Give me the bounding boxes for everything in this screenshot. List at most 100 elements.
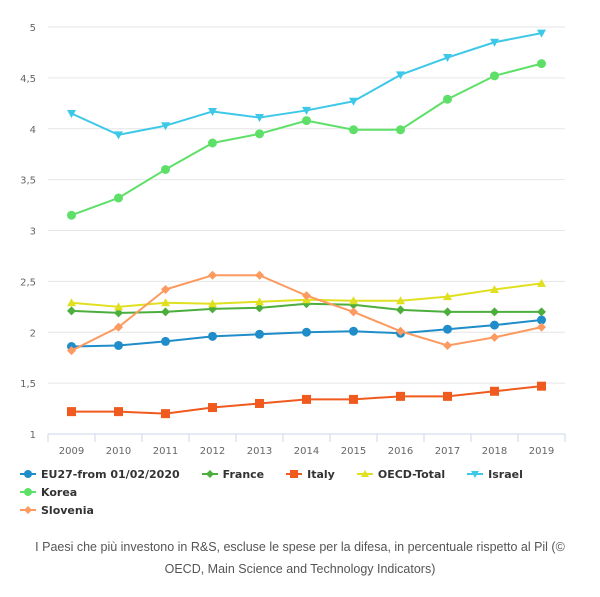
data-point-israel — [255, 114, 264, 123]
legend-label: Italy — [307, 467, 335, 481]
data-point-slovenia — [396, 326, 405, 336]
legend-marker — [290, 470, 299, 478]
y-tick-label: 5 — [30, 23, 36, 34]
data-point-slovenia — [255, 270, 264, 280]
series-korea — [67, 59, 546, 220]
legend-marker — [24, 470, 32, 478]
legend-item-israel[interactable]: Israel — [467, 465, 523, 483]
legend-item-oecd-total[interactable]: OECD-Total — [356, 465, 446, 483]
data-point-slovenia — [114, 322, 123, 332]
x-tick-label: 2015 — [341, 446, 366, 457]
legend-label: OECD-Total — [377, 467, 446, 481]
x-axis: 2009 2010 2011 2012 2013 2014 2015 2016 2017 2018… — [47, 433, 566, 457]
legend-marker — [24, 488, 32, 496]
legend-symbol-france — [201, 470, 218, 478]
data-point-slovenia — [302, 291, 311, 301]
y-tick-label: 1 — [30, 430, 36, 441]
legend-symbol-korea — [20, 488, 36, 496]
data-point-korea — [349, 125, 358, 135]
data-point-italy — [443, 391, 452, 401]
data-point-italy — [490, 386, 499, 396]
data-point-israel — [161, 122, 170, 131]
x-tick-label: 2013 — [247, 446, 272, 457]
x-tick-label: 2010 — [106, 446, 131, 457]
legend-symbol-italy — [286, 470, 303, 478]
data-point-france — [490, 307, 499, 317]
series-line-korea — [71, 62, 542, 217]
data-point-israel — [537, 29, 546, 38]
legend-item-france[interactable]: France — [201, 465, 265, 483]
data-point-oecd-total — [537, 278, 546, 287]
data-point-france — [443, 307, 452, 317]
data-point-slovenia — [208, 270, 217, 280]
legend-item-italy[interactable]: Italy — [286, 465, 335, 483]
data-point-oecd-total — [396, 296, 405, 305]
series-eu27-from-01-02-2020 — [67, 315, 546, 351]
y-tick-label: 4,5 — [20, 74, 36, 85]
legend-marker — [360, 470, 369, 477]
data-point-eu27-from-01-02-2020 — [114, 340, 123, 350]
data-point-eu27-from-01-02-2020 — [349, 326, 358, 336]
legend-symbol-israel — [467, 471, 484, 478]
line-chart: 11,522,533,544,55 2009 2010 2011 2012 2013 20… — [20, 23, 566, 457]
data-point-korea — [114, 193, 123, 203]
data-point-france — [537, 307, 546, 317]
data-point-korea — [443, 94, 452, 104]
data-point-france — [396, 305, 405, 315]
caption-line-2: OECD, Main Science and Technology Indica… — [164, 562, 436, 576]
data-point-italy — [396, 391, 405, 401]
data-point-israel — [208, 107, 217, 116]
series-israel — [67, 29, 546, 140]
x-tick-label: 2012 — [200, 446, 225, 457]
legend-marker — [471, 471, 480, 478]
data-point-korea — [537, 59, 546, 69]
x-tick-label: 2014 — [294, 446, 319, 457]
data-point-oecd-total — [208, 299, 217, 308]
legend-item-korea[interactable]: Korea — [20, 483, 77, 501]
legend-symbol-slovenia — [20, 506, 36, 514]
legend-symbol-eu27-from-01-02-2020 — [20, 470, 36, 478]
data-point-oecd-total — [161, 298, 170, 307]
data-point-israel — [349, 97, 358, 106]
data-point-israel — [443, 54, 452, 63]
x-tick-label: 2011 — [153, 446, 178, 457]
data-point-france — [114, 308, 123, 318]
data-point-korea — [161, 164, 170, 174]
series-slovenia — [67, 270, 546, 356]
data-point-italy — [67, 407, 76, 417]
data-point-italy — [255, 398, 264, 408]
data-point-israel — [114, 131, 123, 140]
x-tick-label: 2018 — [482, 446, 507, 457]
legend-item-slovenia[interactable]: Slovenia — [20, 501, 94, 519]
data-point-france — [255, 303, 264, 313]
data-point-korea — [255, 129, 264, 139]
series-italy — [67, 381, 546, 419]
x-tick-label: 2019 — [529, 446, 554, 457]
data-point-slovenia — [490, 332, 499, 342]
data-point-oecd-total — [443, 292, 452, 301]
legend-item-eu27-from-01-02-2020[interactable]: EU27-from 01/02/2020 — [20, 465, 180, 483]
data-point-eu27-from-01-02-2020 — [302, 327, 311, 337]
legend: EU27-from 01/02/2020 France Italy OECD-Tota… — [20, 465, 580, 519]
data-point-france — [161, 307, 170, 317]
data-point-israel — [396, 71, 405, 80]
x-tick-label: 2017 — [435, 446, 460, 457]
data-point-oecd-total — [349, 296, 358, 305]
data-point-oecd-total — [490, 285, 499, 294]
y-tick-label: 3 — [30, 227, 36, 238]
y-tick-label: 3,5 — [20, 176, 36, 187]
data-point-italy — [537, 381, 546, 391]
data-point-korea — [490, 71, 499, 81]
y-tick-label: 4 — [30, 125, 36, 136]
legend-label: France — [222, 467, 265, 481]
data-point-korea — [67, 210, 76, 220]
data-point-oecd-total — [114, 302, 123, 311]
legend-marker — [205, 470, 214, 478]
data-point-israel — [302, 106, 311, 115]
legend-marker — [24, 506, 32, 514]
data-point-eu27-from-01-02-2020 — [443, 324, 452, 334]
data-point-oecd-total — [67, 298, 76, 307]
data-point-korea — [396, 125, 405, 135]
legend-label: Korea — [41, 485, 78, 499]
data-point-eu27-from-01-02-2020 — [161, 336, 170, 346]
